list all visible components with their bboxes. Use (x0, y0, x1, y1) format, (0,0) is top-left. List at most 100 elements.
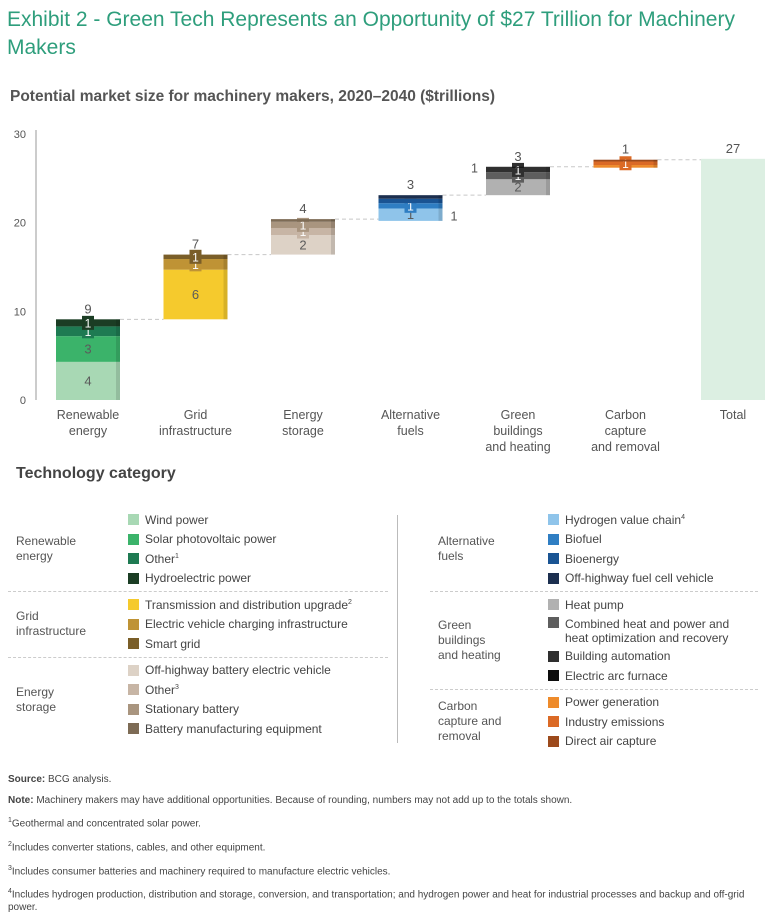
legend-items: Off-highway battery electric vehicle Othe… (128, 658, 331, 742)
legend-swatch (548, 716, 559, 728)
category-label: fuels (397, 424, 423, 438)
bar-segment-edge (438, 203, 443, 209)
category-label: Total (720, 408, 746, 422)
segment-label: 1 (300, 225, 307, 239)
segment-label-box (82, 315, 94, 330)
legend-swatch (548, 553, 559, 565)
bar-segment-edge (116, 319, 120, 327)
category-label: capture (605, 424, 647, 438)
legend-swatch (548, 650, 559, 662)
legend-item: Biofuel (548, 530, 714, 550)
bar-segment-edge (116, 336, 120, 362)
legend-swatch (128, 514, 139, 526)
bar-total-label: 1 (622, 142, 629, 157)
legend-item-label: Off-highway battery electric vehicle (145, 663, 331, 678)
footnote: 1Geothermal and concentrated solar power… (8, 817, 201, 830)
y-tick-label: 30 (14, 129, 26, 141)
bar-segment-edge (546, 167, 550, 173)
bar-total-label: 9 (84, 301, 91, 316)
category-label: energy (69, 424, 108, 438)
bar-segment-edge (116, 326, 120, 337)
bar-segment (56, 336, 120, 362)
bar-segment (271, 219, 335, 222)
bar-segment-edge (653, 161, 658, 166)
bar-total-label: 3 (514, 149, 521, 164)
bar-total-label: 7 (192, 237, 199, 252)
legend-item-label: Electric arc furnace (565, 668, 668, 683)
y-tick-label: 0 (20, 395, 26, 407)
category-label: Grid (184, 408, 208, 422)
side-value-label: 1 (471, 162, 478, 176)
legend-item-label: Power generation (565, 695, 660, 710)
bar-segment (701, 158, 765, 400)
legend-swatch (128, 638, 139, 650)
category-label: and removal (591, 440, 660, 454)
legend-swatch (128, 533, 139, 545)
legend-item: Other1 (128, 549, 276, 569)
legend-swatch (548, 696, 559, 708)
bar-segment (56, 361, 120, 400)
bar-segment-edge (653, 165, 658, 168)
bar-segment-edge (331, 221, 335, 228)
segment-label-box (189, 249, 202, 264)
bar-segment (486, 179, 550, 196)
legend-item: Electric arc furnace (548, 666, 729, 686)
legend-swatch (548, 616, 559, 628)
segment-label: 1 (192, 250, 199, 264)
category-label: and heating (485, 440, 550, 454)
category-label: Energy (283, 408, 323, 422)
legend-item-label: Hydrogen value chain4 (565, 512, 685, 527)
legend-items: Heat pump Combined heat and power and heat… (548, 592, 729, 689)
legend-item-label: Bioenergy (565, 551, 620, 566)
bar-segment-edge (438, 195, 443, 199)
legend-item: Bioenergy (548, 549, 714, 569)
legend-swatch (548, 572, 559, 584)
legend-items: Hydrogen value chain4 Biofuel Bioenergy Off… (548, 507, 714, 591)
segment-label: 2 (514, 180, 521, 195)
legend-item: Stationary battery (128, 700, 331, 720)
legend-group-label: Renewable energy (16, 534, 77, 563)
legend-swatch (548, 670, 559, 682)
legend-item-label: Hydroelectric power (145, 571, 252, 586)
legend-item: Hydroelectric power (128, 569, 276, 589)
y-tick-label: 20 (14, 218, 26, 230)
segment-label: 1 (407, 199, 414, 213)
bar-segment-edge (546, 179, 550, 196)
category-label: infrastructure (159, 424, 232, 438)
legend-group: Green buildings and heating Heat pump Combin… (430, 592, 758, 690)
legend-item: Transmission and distribution upgrade2 (128, 595, 352, 615)
legend-group-label: Alternative fuels (438, 534, 495, 563)
legend-item-label: Battery manufacturing equipment (145, 721, 322, 736)
footnote-marker: 4 (681, 513, 685, 521)
legend-group: Energy storage Off-highway battery electri… (8, 658, 388, 742)
bar-segment-edge (116, 361, 120, 400)
legend-item: Electric vehicle charging infrastructure (128, 615, 352, 635)
bar-segment-edge (438, 208, 443, 221)
legend-item-label: Other1 (145, 551, 179, 566)
legend-swatch (548, 514, 559, 526)
legend-item: Other3 (128, 680, 331, 700)
segment-label: 1 (192, 258, 199, 272)
segment-label: 1 (407, 207, 414, 222)
category-label: Carbon (605, 408, 646, 422)
legend-items: Transmission and distribution upgrade2 El… (128, 592, 352, 657)
bar-segment (378, 198, 443, 204)
bar-total-label: 3 (407, 177, 414, 192)
legend-swatch (548, 599, 559, 611)
category-label: storage (282, 424, 324, 438)
bar-segment-edge (331, 219, 335, 222)
legend-item-label: Other3 (145, 682, 179, 697)
category-label: Green (501, 408, 536, 422)
segment-label: 2 (299, 237, 306, 252)
bar-segment (378, 195, 443, 199)
legend-group: Grid infrastructure Transmission and distr… (8, 592, 388, 658)
legend-title: Technology category (16, 465, 176, 482)
legend-item-label: Wind power (145, 512, 209, 527)
legend-item-label: Biofuel (565, 532, 602, 547)
category-label: Renewable (57, 408, 120, 422)
legend-left-column: Renewable energy Wind power Solar photovolt… (8, 507, 388, 742)
source-note: Source: BCG analysis. (8, 774, 112, 785)
legend-item: Heat pump (548, 595, 729, 615)
legend-item-label: Direct air capture (565, 734, 657, 749)
category-label: buildings (493, 424, 542, 438)
